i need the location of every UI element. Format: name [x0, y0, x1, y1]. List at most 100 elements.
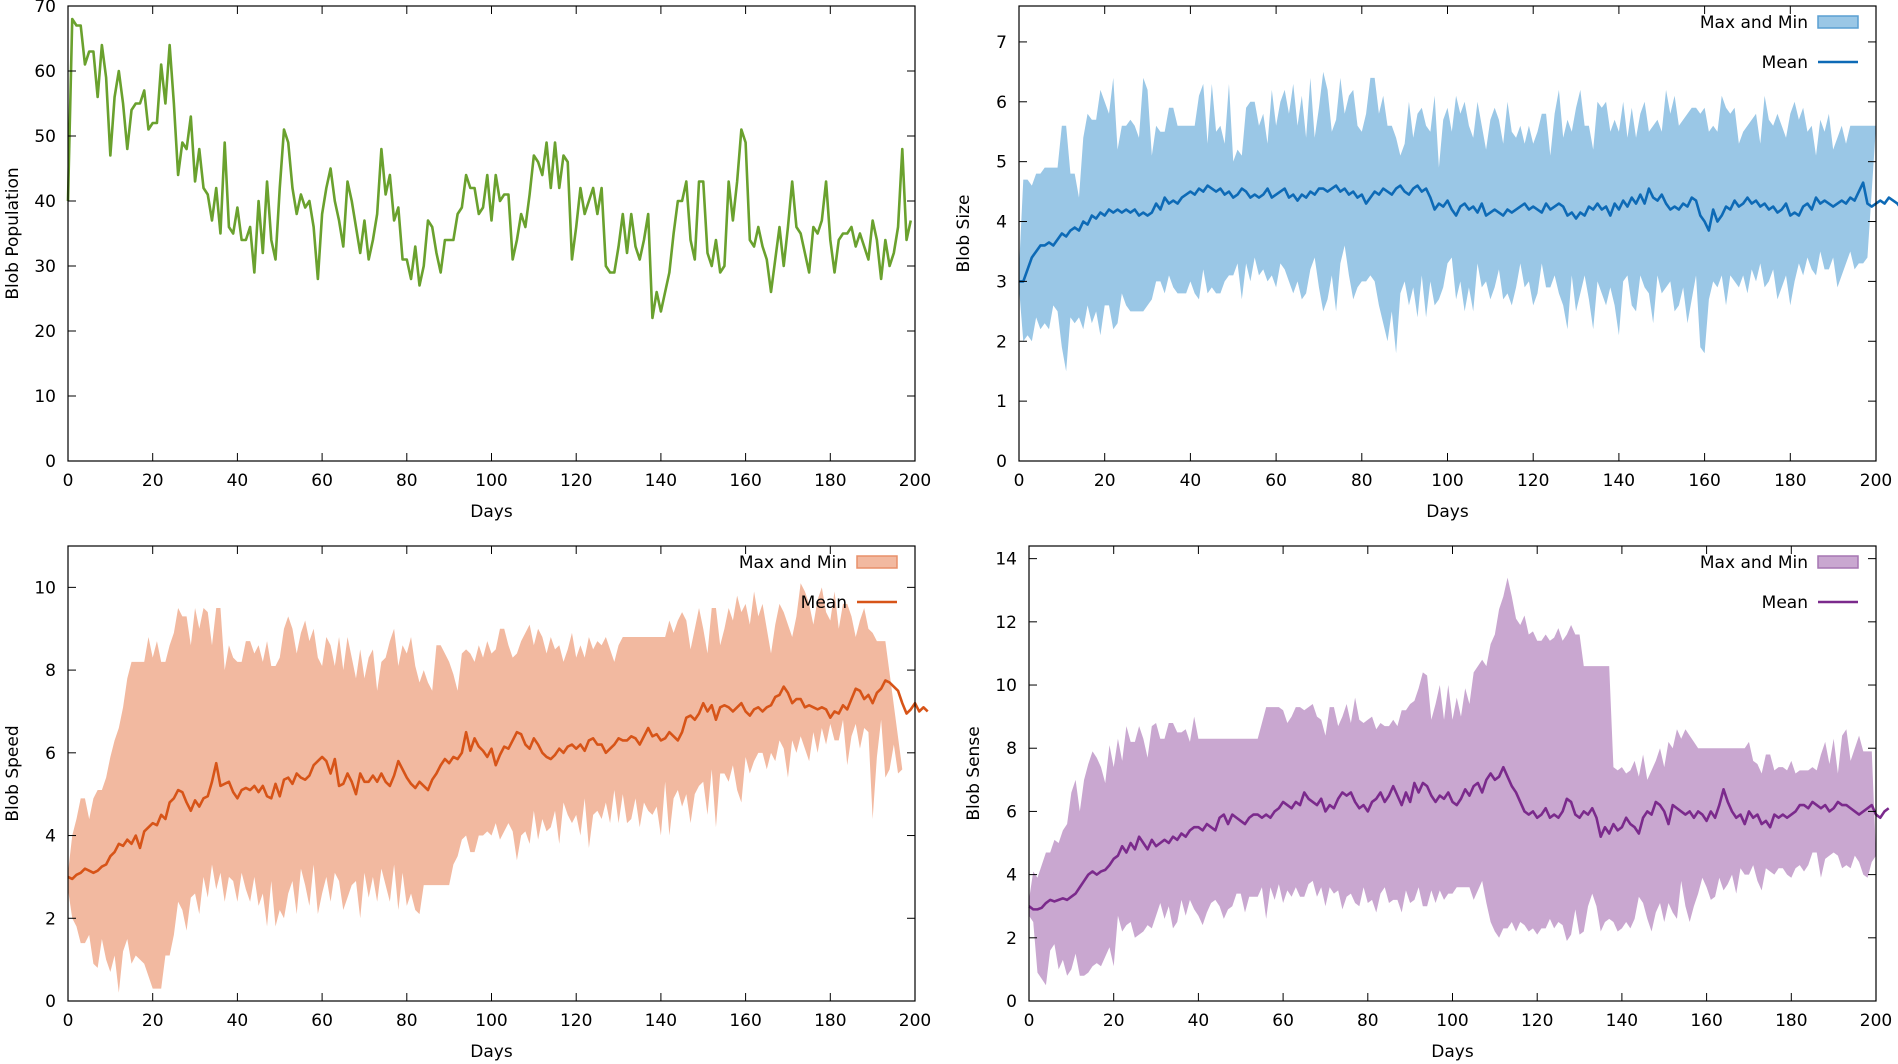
x-tick-label: 160	[729, 1011, 761, 1031]
x-tick-label: 180	[814, 471, 846, 491]
y-tick-label: 0	[996, 452, 1007, 472]
y-tick-label: 40	[34, 192, 56, 212]
x-tick-label: 180	[814, 1011, 846, 1031]
legend-label-mean: Mean	[1762, 593, 1808, 613]
y-tick-label: 2	[1006, 929, 1017, 949]
y-tick-label: 14	[995, 550, 1017, 570]
y-tick-label: 6	[1006, 802, 1017, 822]
x-tick-label: 40	[227, 1011, 249, 1031]
x-tick-label: 40	[1188, 1011, 1210, 1031]
x-tick-label: 20	[1094, 471, 1116, 491]
mean-line	[1019, 181, 1898, 283]
x-tick-label: 140	[645, 1011, 677, 1031]
x-tick-label: 80	[396, 471, 418, 491]
y-axis-label: Blob Sense	[964, 726, 984, 820]
x-tick-label: 200	[1860, 1011, 1892, 1031]
y-axis-label: Blob Size	[954, 195, 974, 273]
legend-label-max-min: Max and Min	[1700, 13, 1808, 33]
x-tick-label: 80	[1357, 1011, 1379, 1031]
legend-label-max-min: Max and Min	[1700, 553, 1808, 573]
x-tick-label: 180	[1775, 1011, 1807, 1031]
y-tick-label: 10	[995, 676, 1017, 696]
x-tick-label: 100	[475, 471, 507, 491]
y-tick-label: 7	[996, 33, 1007, 53]
y-tick-label: 0	[45, 992, 56, 1012]
y-tick-label: 30	[34, 257, 56, 277]
y-tick-label: 8	[45, 661, 56, 681]
y-tick-label: 4	[1006, 866, 1017, 886]
x-tick-label: 120	[1521, 1011, 1553, 1031]
max-min-band	[68, 583, 903, 993]
x-tick-label: 100	[475, 1011, 507, 1031]
x-tick-label: 100	[1436, 1011, 1468, 1031]
y-tick-label: 6	[45, 744, 56, 764]
y-tick-label: 10	[34, 387, 56, 407]
x-tick-label: 140	[645, 471, 677, 491]
y-tick-label: 8	[1006, 739, 1017, 759]
y-tick-label: 0	[1006, 992, 1017, 1012]
x-axis-label: Days	[470, 502, 513, 522]
x-tick-label: 20	[142, 471, 164, 491]
y-tick-label: 10	[34, 578, 56, 598]
x-tick-label: 200	[899, 471, 931, 491]
y-tick-label: 0	[45, 452, 56, 472]
x-tick-label: 60	[311, 1011, 333, 1031]
x-tick-label: 20	[142, 1011, 164, 1031]
y-tick-label: 20	[34, 322, 56, 342]
x-tick-label: 60	[1265, 471, 1287, 491]
x-axis-label: Days	[1431, 1042, 1474, 1062]
x-tick-label: 20	[1103, 1011, 1125, 1031]
legend-label-max-min: Max and Min	[739, 553, 847, 573]
y-tick-label: 2	[996, 332, 1007, 352]
y-axis-label: Blob Speed	[3, 725, 23, 821]
x-tick-label: 200	[1860, 471, 1892, 491]
series-line	[66, 17, 913, 320]
x-tick-label: 0	[63, 471, 74, 491]
max-min-band	[1019, 71, 1876, 372]
mean-line	[67, 679, 929, 881]
chart-panel-4: 0 20 40 60 80 100 120 140 160 180 200 0 2 4 6 8 10 12 14 Da…	[964, 545, 1892, 1062]
x-tick-label: 60	[1272, 1011, 1294, 1031]
x-tick-label: 0	[1024, 1011, 1035, 1031]
x-tick-label: 120	[560, 471, 592, 491]
x-tick-label: 40	[227, 471, 249, 491]
y-tick-label: 70	[34, 0, 56, 17]
x-axis-label: Days	[1426, 502, 1469, 522]
x-tick-label: 0	[1014, 471, 1025, 491]
x-tick-label: 120	[1517, 471, 1549, 491]
legend-swatch-max-min	[856, 555, 898, 569]
x-tick-label: 160	[1690, 1011, 1722, 1031]
mean-line	[1028, 765, 1890, 911]
y-tick-label: 6	[996, 93, 1007, 113]
x-tick-label: 120	[560, 1011, 592, 1031]
x-tick-label: 40	[1180, 471, 1202, 491]
y-tick-label: 2	[45, 909, 56, 929]
y-tick-label: 60	[34, 62, 56, 82]
x-tick-label: 80	[1351, 471, 1373, 491]
x-tick-label: 160	[729, 471, 761, 491]
legend-swatch-max-min	[1817, 555, 1859, 569]
y-axis-label: Blob Population	[3, 167, 23, 299]
y-tick-label: 4	[45, 827, 56, 847]
chart-panel-1: 0 20 40 60 80 100 120 140 160 180 200 0 10 20 30 40 50 60…	[3, 0, 931, 522]
x-tick-label: 0	[63, 1011, 74, 1031]
x-tick-label: 140	[1606, 1011, 1638, 1031]
legend-swatch-max-min	[1817, 15, 1859, 29]
x-tick-label: 180	[1774, 471, 1806, 491]
y-tick-label: 12	[995, 613, 1017, 633]
legend-label-mean: Mean	[1762, 53, 1808, 73]
y-tick-label: 5	[996, 153, 1007, 173]
y-tick-label: 4	[996, 213, 1007, 233]
y-tick-label: 50	[34, 127, 56, 147]
x-tick-label: 200	[899, 1011, 931, 1031]
chart-panel-3: 0 20 40 60 80 100 120 140 160 180 200 0 2 4 6 8 10 Days Bl…	[3, 545, 931, 1062]
x-tick-label: 140	[1603, 471, 1635, 491]
y-tick-label: 1	[996, 392, 1007, 412]
chart-panel-2: 0 20 40 60 80 100 120 140 160 180 200 0 1 2 3 4 5 6 7 Days B…	[954, 5, 1898, 522]
x-tick-label: 80	[396, 1011, 418, 1031]
x-tick-label: 60	[311, 471, 333, 491]
x-axis-label: Days	[470, 1042, 513, 1062]
x-tick-label: 100	[1431, 471, 1463, 491]
legend-label-mean: Mean	[801, 593, 847, 613]
